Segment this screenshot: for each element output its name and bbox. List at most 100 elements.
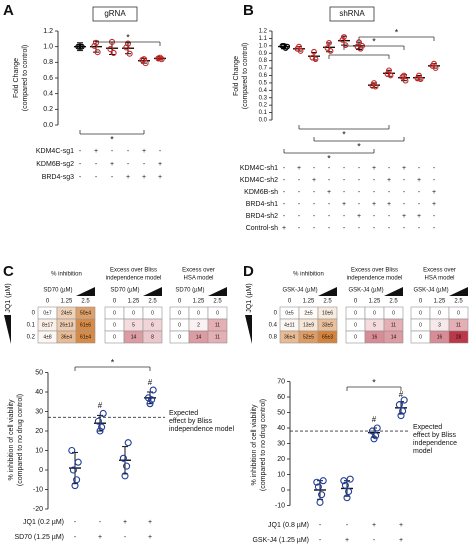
heatmap-cell	[317, 330, 338, 344]
heatmap-cell	[75, 330, 96, 344]
y-tick-label: 0.4	[43, 91, 53, 98]
heatmap-cell-label: 0	[354, 334, 357, 340]
treatment-sign: -	[143, 161, 146, 168]
treatment-label: JQ1 (0.2 µM)	[23, 519, 64, 526]
treatment-label: SD70 (1.25 µM)	[14, 534, 64, 541]
heatmap-cell-label: 0	[373, 310, 376, 316]
treatment-sign: +	[372, 522, 376, 529]
treatment-label: JQ1 (0.8 µM)	[268, 522, 309, 529]
wedge	[245, 315, 252, 344]
treatment-sign: -	[124, 534, 127, 541]
treatment-sign: -	[358, 225, 361, 232]
data-point	[326, 40, 332, 46]
heatmap-title: Excess over	[182, 268, 215, 274]
heatmap-x-tick: 0	[354, 299, 358, 305]
treatment-sign: +	[417, 177, 421, 184]
wedge	[76, 287, 95, 296]
y-tick-label: 50	[277, 409, 285, 416]
treatment-sign: -	[388, 213, 391, 220]
title-box	[329, 6, 375, 22]
treatment-sign: -	[346, 522, 349, 529]
data-point	[319, 477, 327, 485]
y-tick-label: 0.5	[259, 80, 268, 86]
treatment-sign: -	[283, 165, 286, 172]
treatment-label: KDM6B-sg2	[36, 161, 74, 168]
heatmap-cell-label: 36±4	[284, 334, 295, 340]
heatmap-x-label: SD70 (µM)	[175, 288, 204, 294]
heatmap-cell-label: 0	[457, 310, 460, 316]
treatment-sign: -	[418, 225, 421, 232]
y-tick-label: 10	[35, 447, 43, 454]
data-point	[314, 483, 322, 491]
heatmap-x-tick: 0	[113, 299, 117, 305]
heatmap-cell-label: 36±4	[61, 334, 72, 340]
reference-label: Expected	[169, 410, 198, 417]
heatmap-title: Excess over Bliss	[351, 268, 398, 274]
treatment-sign: -	[418, 201, 421, 208]
treatment-sign: -	[298, 201, 301, 208]
treatment-sign: +	[432, 189, 436, 196]
data-point	[417, 76, 424, 83]
heatmap-x-tick: 0	[288, 299, 292, 305]
data-point	[78, 43, 85, 50]
heatmap-cell-label: 0	[419, 322, 422, 328]
heatmap-cell-label: 61±4	[80, 334, 91, 340]
treatment-sign: +	[94, 148, 98, 155]
heatmap-y-tick: 0	[32, 311, 36, 317]
heatmap-cell-label: 0	[216, 310, 219, 316]
treatment-sign: +	[312, 177, 316, 184]
y-tick-label: 1.0	[259, 43, 268, 49]
heatmap-x-tick: 2.5	[454, 299, 463, 305]
y-tick-label: 1.0	[43, 44, 53, 51]
treatment-label: KDM6B-sh	[244, 189, 278, 196]
heatmap-cell-label: 0	[438, 310, 441, 316]
heatmap-title: % inhibition	[293, 272, 324, 278]
treatment-sign: -	[74, 534, 77, 541]
reference-label: independence	[413, 440, 457, 447]
data-point	[402, 77, 409, 84]
heatmap-x-label: GSK-J4 (µM)	[413, 288, 448, 294]
treatment-sign: -	[403, 225, 406, 232]
data-point	[429, 63, 436, 69]
treatment-sign: +	[148, 534, 152, 541]
y-tick-label: -20	[33, 506, 43, 513]
heatmap-cell-label: 2	[197, 322, 200, 328]
treatment-sign: -	[433, 177, 436, 184]
data-point	[369, 83, 376, 89]
heatmap-cell-label: 28	[456, 334, 462, 340]
treatment-sign: +	[142, 174, 146, 181]
annotation: *	[111, 357, 115, 367]
treatment-sign: +	[342, 201, 346, 208]
treatment-sign: -	[319, 537, 322, 544]
heatmap-x-tick: 0	[178, 299, 182, 305]
heatmap-cell-label: 14	[196, 334, 202, 340]
treatment-sign: -	[79, 161, 82, 168]
data-point	[126, 50, 133, 57]
heatmap-cell-label: 14	[391, 334, 397, 340]
treatment-sign: -	[358, 201, 361, 208]
data-point	[399, 74, 406, 80]
y-tick-label: 0.6	[43, 75, 53, 82]
heatmap-cell-label: 0	[392, 310, 395, 316]
treatment-label: KDM4C-sh2	[240, 177, 278, 184]
treatment-sign: +	[123, 519, 127, 526]
heatmap-x-tick: 1.25	[369, 299, 381, 305]
heatmap-cell-label: 4±8	[43, 334, 52, 340]
data-point	[343, 494, 351, 502]
heatmap-cell-label: 16	[437, 334, 443, 340]
heatmap-cell-label: 0	[113, 322, 116, 328]
treatment-sign: -	[388, 189, 391, 196]
treatment-sign: +	[399, 537, 403, 544]
treatment-sign: -	[373, 213, 376, 220]
data-point	[327, 48, 334, 54]
data-point	[324, 45, 331, 51]
panel-title: shRNA	[339, 9, 365, 18]
heatmap-title: Excess over	[423, 268, 456, 274]
heatmap-cell-label: 26±13	[60, 322, 74, 328]
annotation: *	[372, 377, 376, 387]
y-tick-label: 1.2	[259, 29, 268, 35]
heatmap-cell-label: 4±11	[284, 322, 295, 328]
y-tick-label: 40	[35, 389, 43, 396]
heatmap-x-tick: 0	[46, 299, 50, 305]
annotation: *	[357, 141, 361, 151]
